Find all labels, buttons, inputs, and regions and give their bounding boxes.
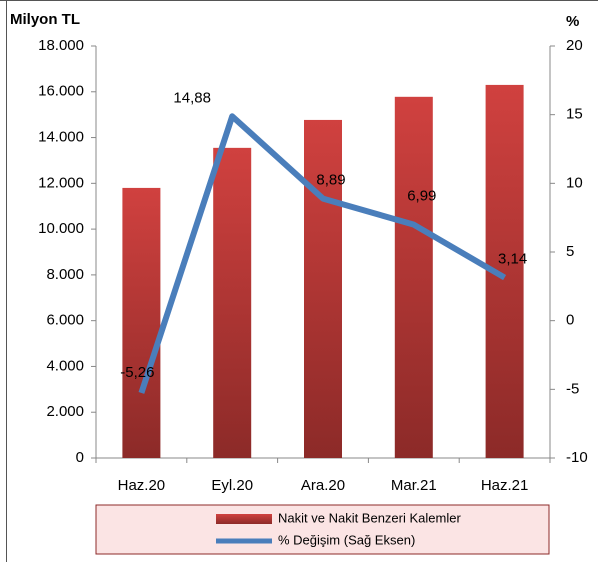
right-axis-label: % [566,13,579,30]
y-tick-label: 2.000 [46,403,84,420]
y-tick-label: 10.000 [38,220,84,237]
bar [213,147,252,458]
y2-tick-label: 10 [566,174,583,191]
line [138,113,507,394]
data-label: 8,89 [316,172,345,189]
bar [122,187,161,458]
bar [394,96,433,459]
legend-label: % Değişim (Sağ Eksen) [278,532,415,547]
y-tick-label: 6.000 [46,312,84,329]
y2-tick-label: 0 [566,312,574,329]
y-tick-label: 0 [76,449,84,466]
bar [304,119,342,458]
legend-label: Nakit ve Nakit Benzeri Kalemler [278,510,461,525]
y2-tick-label: 15 [566,106,583,123]
x-tick-label: Haz.20 [118,477,166,494]
legend-box [95,504,550,555]
legend-swatch [216,514,272,524]
y-tick-label: 14.000 [38,129,84,146]
x-tick-label: Haz.21 [481,477,529,494]
data-label: 14,88 [173,89,211,106]
x-tick-label: Ara.20 [301,477,345,494]
y2-tick-label: -10 [566,449,588,466]
y-tick-label: 16.000 [38,83,84,100]
left-axis-label: Milyon TL [10,11,80,28]
data-label: -5,26 [120,364,154,381]
y2-tick-label: 5 [566,243,574,260]
x-tick-label: Eyl.20 [211,477,253,494]
y-tick-label: 8.000 [46,266,84,283]
x-tick-label: Mar.21 [391,477,437,494]
y-tick-label: 4.000 [46,357,84,374]
y-tick-label: 18.000 [38,37,84,54]
y2-tick-label: -5 [566,380,579,397]
y2-tick-label: 20 [566,37,583,54]
y-tick-label: 12.000 [38,174,84,191]
data-label: 6,99 [407,188,436,205]
data-label: 3,14 [498,251,527,268]
